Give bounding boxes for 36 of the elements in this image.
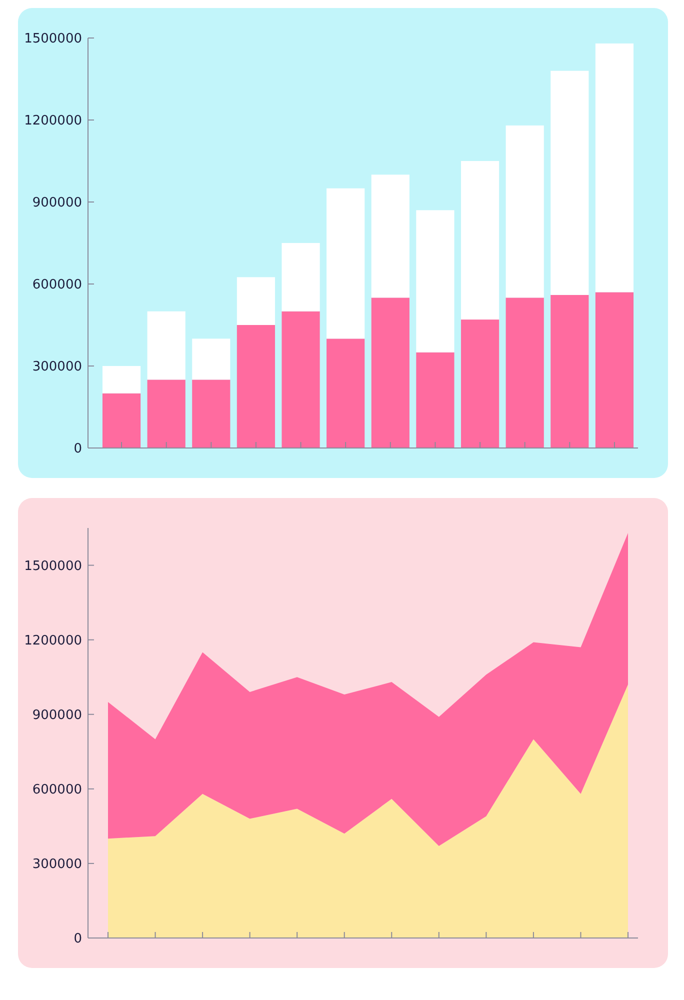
bar <box>416 352 454 448</box>
bar <box>192 380 230 448</box>
bar <box>236 325 276 448</box>
bar <box>326 338 365 448</box>
bar <box>147 380 186 448</box>
bar <box>371 174 410 298</box>
bar <box>506 125 544 298</box>
bar <box>550 294 589 448</box>
y-tick-label: 900000 <box>32 708 82 723</box>
bar <box>282 243 320 312</box>
y-tick-label: 900000 <box>32 196 82 211</box>
y-tick-label: 300000 <box>32 857 82 872</box>
y-tick-label: 1500000 <box>24 558 82 574</box>
y-tick-label: 1200000 <box>24 114 82 129</box>
y-tick-label: 0 <box>74 442 82 457</box>
y-tick-label: 1500000 <box>24 32 82 47</box>
bar <box>550 70 589 295</box>
y-tick-label: 0 <box>74 932 82 947</box>
bar <box>326 188 365 339</box>
bar <box>192 338 230 380</box>
y-tick-label: 300000 <box>32 360 82 375</box>
bar <box>416 210 454 352</box>
bar <box>506 298 544 448</box>
y-tick-label: 600000 <box>32 278 82 293</box>
bar <box>460 320 500 448</box>
bar <box>102 366 141 394</box>
bar <box>460 161 500 320</box>
y-tick-label: 1200000 <box>24 633 82 648</box>
bar <box>595 43 634 292</box>
bar <box>282 311 320 448</box>
y-tick-label: 600000 <box>32 782 82 798</box>
bar <box>147 311 186 380</box>
bar <box>236 277 276 325</box>
bar <box>102 393 141 448</box>
bar <box>371 298 410 448</box>
bar <box>595 292 634 448</box>
